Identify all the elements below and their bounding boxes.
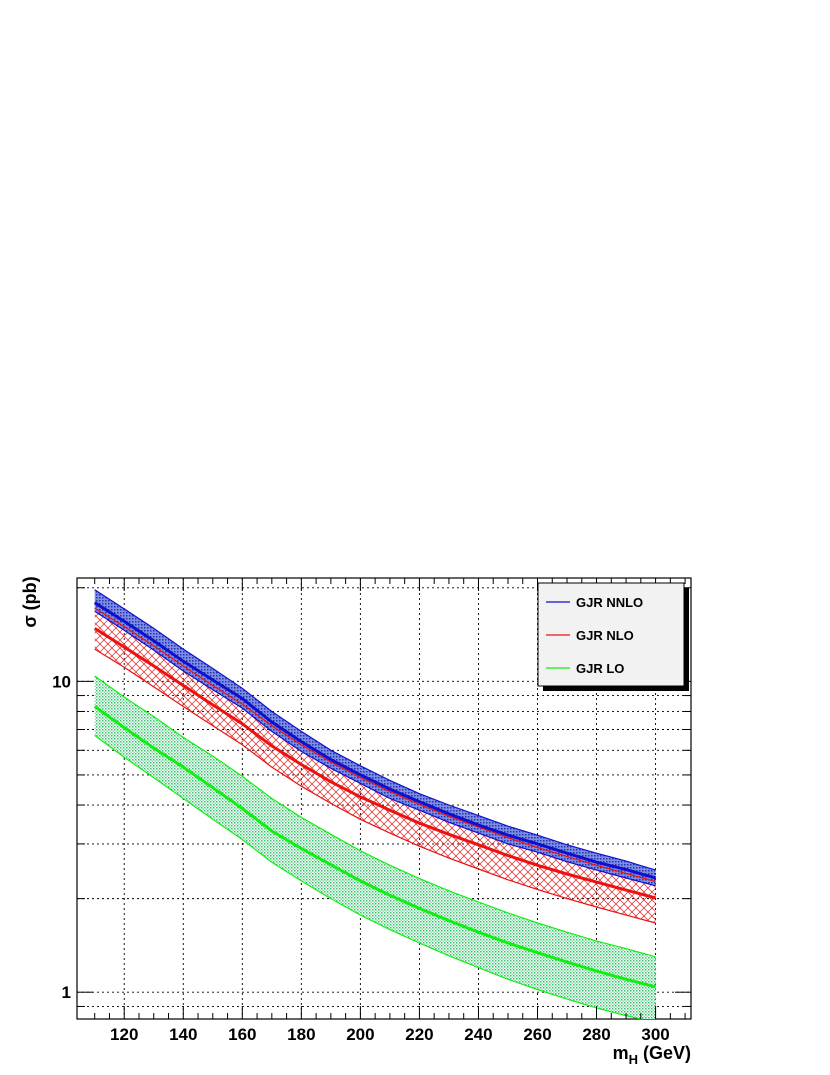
x-tick-label: 300 xyxy=(641,1025,669,1044)
upper-edge-gjr-nlo xyxy=(94,607,656,883)
x-tick-label: 220 xyxy=(405,1025,433,1044)
x-axis-title-main: m xyxy=(613,1043,629,1063)
series-lines xyxy=(93,589,657,1019)
bands xyxy=(94,589,656,1019)
x-axis-title-suffix: (GeV) xyxy=(638,1043,691,1063)
upper-edge-gjr-lo xyxy=(94,675,656,958)
x-tick-label: 140 xyxy=(169,1025,197,1044)
legend-entries: GJR NNLO GJR NLO GJR LO xyxy=(546,595,643,676)
legend-label-gjr-lo: GJR LO xyxy=(576,661,624,676)
x-tick-label: 200 xyxy=(346,1025,374,1044)
x-tick-label: 180 xyxy=(287,1025,315,1044)
upper-edge-gjr-nnlo xyxy=(94,589,656,871)
legend: GJR NNLO GJR NLO GJR LO xyxy=(537,582,689,691)
lower-edge-gjr-nnlo xyxy=(94,610,656,887)
legend-label-gjr-nlo: GJR NLO xyxy=(576,628,634,643)
y-axis-title: σ (pb) xyxy=(20,576,40,627)
x-tick-label: 120 xyxy=(110,1025,138,1044)
x-tick-label: 160 xyxy=(228,1025,256,1044)
y-tick-label: 10 xyxy=(52,672,71,691)
x-axis-title: mH (GeV) xyxy=(613,1043,691,1067)
tick-labels: 120 140 160 180 200 220 240 260 280 300 1 10 xyxy=(52,672,670,1044)
x-axis-title-sub: H xyxy=(629,1052,638,1067)
band-gjr-lo xyxy=(94,676,656,1019)
x-tick-label: 260 xyxy=(523,1025,551,1044)
lower-edge-gjr-nlo xyxy=(94,648,656,924)
legend-label-gjr-nnlo: GJR NNLO xyxy=(576,595,643,610)
central-line-gjr-nnlo xyxy=(93,601,657,880)
lower-edge-gjr-lo xyxy=(94,734,644,1019)
band-gjr-nnlo xyxy=(94,589,656,886)
x-tick-label: 280 xyxy=(582,1025,610,1044)
central-line-gjr-lo xyxy=(93,705,656,989)
central-line-gjr-nlo xyxy=(93,627,656,900)
x-tick-label: 240 xyxy=(464,1025,492,1044)
y-tick-label: 1 xyxy=(62,983,71,1002)
